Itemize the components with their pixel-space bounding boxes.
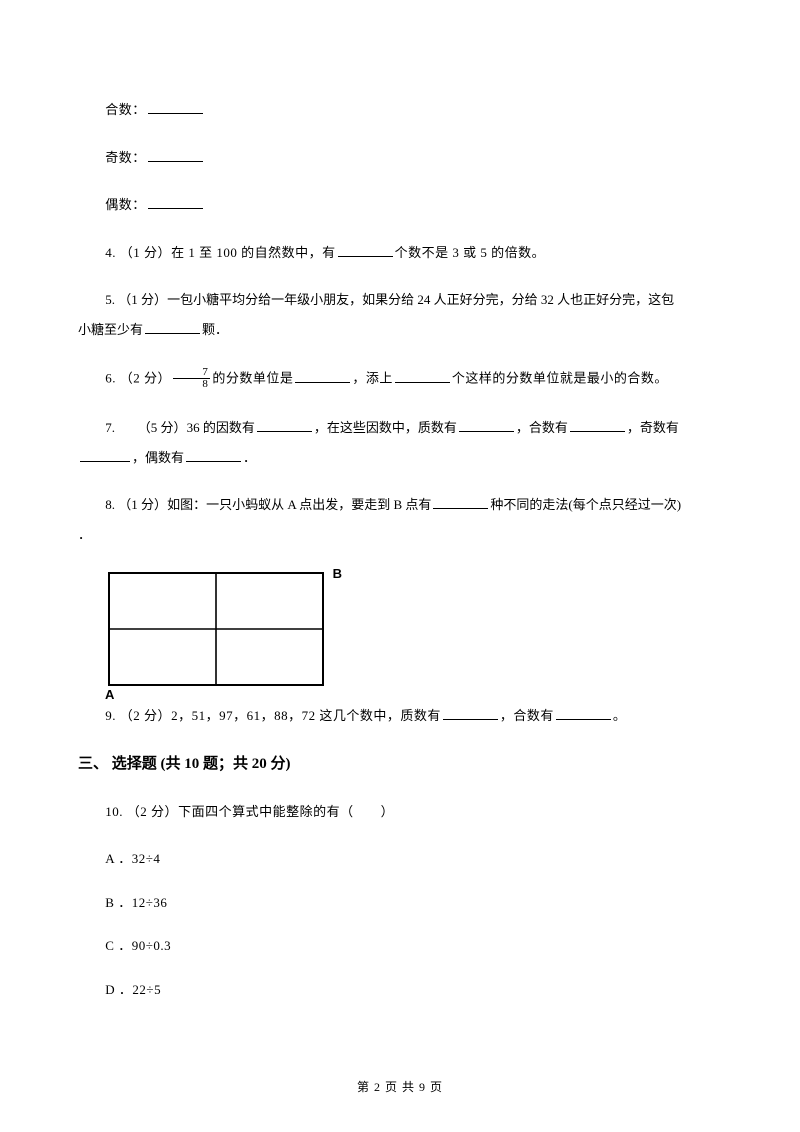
q9: 9. （2 分）2，51，97，61，88，72 这几个数中，质数有 ，合数有 。 — [78, 706, 722, 726]
q8-t1: 如图：一只小蚂蚁从 A 点出发，要走到 B 点有 — [167, 497, 431, 512]
blank — [433, 496, 488, 509]
blank — [257, 419, 312, 432]
blank — [570, 419, 625, 432]
q6-pts: 6. （2 分） — [105, 371, 171, 386]
q10-pts: 10. （2 分） — [105, 804, 178, 819]
q7: 7. （5 分）36 的因数有 ，在这些因数中，质数有 ，合数有 ，奇数有 ，偶数有 ． — [78, 418, 722, 467]
blank — [556, 707, 611, 720]
q5: 5. （1 分）一包小糖平均分给一年级小朋友，如果分给 24 人正好分完，分给 … — [78, 290, 722, 339]
blank — [443, 707, 498, 720]
q10-opt-b: B ．12÷36 — [78, 893, 722, 913]
q4-t2: 个数不是 3 或 5 的倍数。 — [395, 245, 546, 260]
fill-composite: 合数： — [78, 100, 722, 120]
blank — [148, 196, 203, 209]
q9-t3: 。 — [613, 708, 627, 723]
label-a: A — [105, 685, 114, 705]
q10-opt-c: C ．90÷0.3 — [78, 936, 722, 956]
blank — [459, 419, 514, 432]
grid-svg — [108, 572, 324, 686]
q7-t1: 36 的因数有 — [187, 420, 255, 435]
q6-t2: ，添上 — [352, 371, 393, 386]
q7-t6: ． — [243, 450, 256, 465]
fraction-7-8: 78 — [173, 367, 210, 390]
section-3-title: 三、 选择题 (共 10 题；共 20 分) — [78, 753, 722, 776]
q7-t3: ，合数有 — [516, 420, 568, 435]
q7-t2: ，在这些因数中，质数有 — [314, 420, 457, 435]
label-even: 偶数： — [105, 197, 146, 212]
q10-stem-text: 下面四个算式中能整除的有（ ） — [178, 804, 394, 819]
q7-pts: 7. （5 分） — [105, 420, 186, 435]
q5-t3: 颗． — [202, 322, 228, 337]
blank — [338, 244, 393, 257]
q8: 8. （1 分）如图：一只小蚂蚁从 A 点出发，要走到 B 点有 种不同的走法(每… — [78, 495, 722, 544]
label-odd: 奇数： — [105, 150, 146, 165]
fill-even: 偶数： — [78, 195, 722, 215]
blank — [145, 321, 200, 334]
q5-t1: 一包小糖平均分给一年级小朋友，如果分给 24 人正好分完，分给 32 人也正好分… — [167, 292, 674, 307]
blank — [80, 449, 130, 462]
blank — [148, 101, 203, 114]
q8-pts: 8. （1 分） — [105, 497, 167, 512]
q4: 4. （1 分）在 1 至 100 的自然数中，有 个数不是 3 或 5 的倍数。 — [78, 243, 722, 263]
q10-opt-a: A ．32÷4 — [78, 849, 722, 869]
q6: 6. （2 分）78的分数单位是 ，添上 个这样的分数单位就是最小的合数。 — [78, 367, 722, 390]
label-b: B — [333, 564, 342, 584]
q6-t3: 个这样的分数单位就是最小的合数。 — [452, 371, 668, 386]
label-composite: 合数： — [105, 102, 146, 117]
q7-t5: ，偶数有 — [132, 450, 184, 465]
q5-t2: 小糖至少有 — [78, 322, 143, 337]
q9-pts: 9. （2 分） — [105, 708, 171, 723]
q10-opt-d: D ．22÷5 — [78, 980, 722, 1000]
q7-t4: ，奇数有 — [627, 420, 679, 435]
q8-t2: 种不同的走法(每个点只经过一次) — [490, 497, 681, 512]
q4-t1: 在 1 至 100 的自然数中，有 — [171, 245, 336, 260]
q8-dot: ． — [78, 527, 91, 542]
q10-stem: 10. （2 分）下面四个算式中能整除的有（ ） — [78, 802, 722, 822]
blank — [295, 370, 350, 383]
q9-t2: ，合数有 — [500, 708, 554, 723]
blank — [186, 449, 241, 462]
frac-den: 8 — [173, 379, 210, 390]
blank — [148, 149, 203, 162]
page-footer: 第 2 页 共 9 页 — [0, 1078, 800, 1096]
page-content: 合数： 奇数： 偶数： 4. （1 分）在 1 至 100 的自然数中，有 个数不… — [0, 0, 800, 999]
fill-odd: 奇数： — [78, 148, 722, 168]
q5-pts: 5. （1 分） — [105, 292, 167, 307]
q6-t1: 的分数单位是 — [212, 371, 293, 386]
q9-t1: 2，51，97，61，88，72 这几个数中，质数有 — [171, 708, 441, 723]
grid-rect: B A — [108, 572, 324, 686]
blank — [395, 370, 450, 383]
q4-pts: 4. （1 分） — [105, 245, 171, 260]
q8-diagram: B A — [108, 572, 722, 692]
